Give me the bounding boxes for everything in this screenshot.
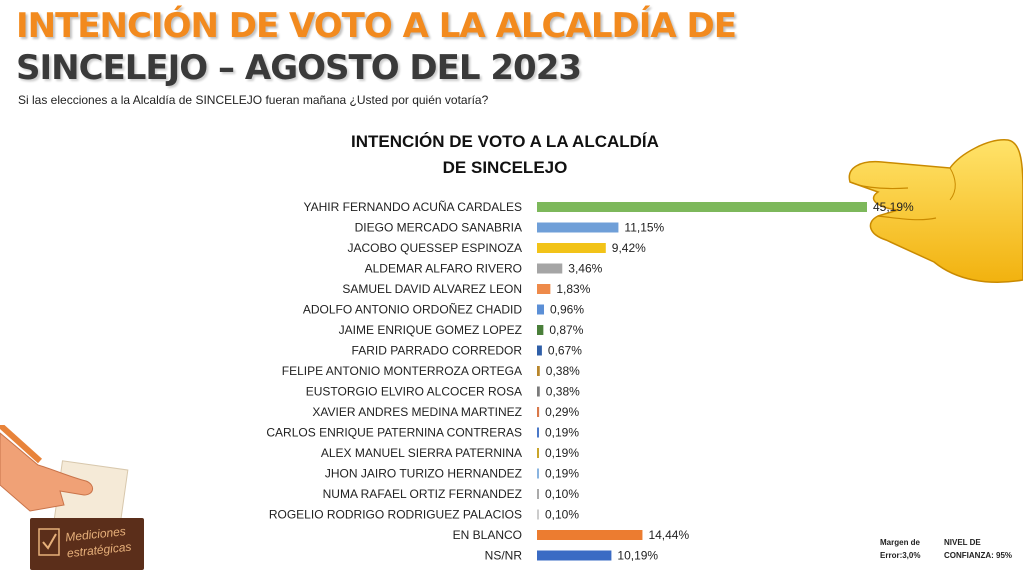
data-label: 9,42% bbox=[612, 241, 646, 255]
bar bbox=[537, 263, 563, 274]
page-title-line1: INTENCIÓN DE VOTO A LA ALCALDÍA DE bbox=[16, 6, 737, 46]
data-label: 0,10% bbox=[545, 508, 579, 522]
category-label: SAMUEL DAVID ALVAREZ LEON bbox=[342, 282, 522, 296]
bar bbox=[537, 509, 539, 520]
data-label: 0,38% bbox=[546, 364, 580, 378]
data-label: 0,19% bbox=[545, 467, 579, 481]
data-label: 14,44% bbox=[648, 528, 689, 542]
margin-line1: Margen de bbox=[880, 538, 921, 547]
category-label: ALEX MANUEL SIERRA PATERNINA bbox=[321, 446, 522, 460]
data-label: 0,87% bbox=[549, 323, 583, 337]
category-label: JHON JAIRO TURIZO HERNANDEZ bbox=[325, 467, 522, 481]
data-label: 45,19% bbox=[873, 200, 914, 214]
page-title-line2: SINCELEJO – AGOSTO DEL 2023 bbox=[16, 48, 582, 88]
confidence-level-note: NIVEL DE CONFIANZA: 95% bbox=[944, 536, 1012, 562]
bar bbox=[537, 468, 539, 479]
category-label: ROGELIO RODRIGO RODRIGUEZ PALACIOS bbox=[269, 508, 522, 522]
category-label: JACOBO QUESSEP ESPINOZA bbox=[348, 241, 523, 255]
bar bbox=[537, 202, 867, 212]
category-label: EUSTORGIO ELVIRO ALCOCER ROSA bbox=[306, 385, 522, 399]
data-label: 0,38% bbox=[546, 385, 580, 399]
data-label: 11,15% bbox=[624, 221, 664, 235]
bar bbox=[537, 325, 544, 335]
chart-title: INTENCIÓN DE VOTO A LA ALCALDÍA DE SINCE… bbox=[300, 129, 710, 181]
category-label: XAVIER ANDRES MEDINA MARTINEZ bbox=[312, 405, 522, 419]
check-icon bbox=[38, 528, 60, 556]
category-label: FELIPE ANTONIO MONTERROZA ORTEGA bbox=[282, 364, 522, 378]
bar bbox=[537, 222, 619, 233]
category-label: NS/NR bbox=[485, 549, 523, 563]
bar bbox=[537, 284, 551, 294]
voting-hand-icon bbox=[0, 425, 129, 525]
category-label: FARID PARRADO CORREDOR bbox=[352, 344, 523, 358]
mediciones-estrategicas-logo: Mediciones estratégicas bbox=[30, 518, 144, 570]
data-label: 0,19% bbox=[545, 446, 579, 460]
category-label: ADOLFO ANTONIO ORDOÑEZ CHADID bbox=[303, 303, 522, 317]
category-label: NUMA RAFAEL ORTIZ FERNANDEZ bbox=[323, 487, 522, 501]
data-label: 0,10% bbox=[545, 487, 579, 501]
bar bbox=[537, 345, 542, 356]
bar bbox=[537, 304, 545, 315]
category-label: DIEGO MERCADO SANABRIA bbox=[355, 221, 522, 235]
data-label: 0,96% bbox=[550, 303, 584, 317]
data-label: 1,83% bbox=[556, 282, 590, 296]
confidence-line1: NIVEL DE bbox=[944, 538, 981, 547]
data-label: 3,46% bbox=[568, 262, 602, 276]
bar bbox=[537, 489, 539, 499]
bar bbox=[537, 243, 606, 253]
bar bbox=[537, 448, 539, 458]
category-label: YAHIR FERNANDO ACUÑA CARDALES bbox=[304, 200, 523, 214]
category-label: EN BLANCO bbox=[453, 528, 522, 542]
bar bbox=[537, 407, 540, 417]
confidence-line2: CONFIANZA: 95% bbox=[944, 551, 1013, 560]
bar bbox=[537, 366, 540, 376]
data-label: 10,19% bbox=[617, 549, 658, 563]
category-label: JAIME ENRIQUE GOMEZ LOPEZ bbox=[339, 323, 522, 337]
data-label: 0,19% bbox=[545, 426, 579, 440]
chart-title-line1: INTENCIÓN DE VOTO A LA ALCALDÍA bbox=[351, 132, 659, 151]
bar bbox=[537, 386, 540, 397]
survey-question: Si las elecciones a la Alcaldía de SINCE… bbox=[18, 93, 489, 107]
bar bbox=[537, 550, 612, 561]
bar bbox=[537, 427, 539, 438]
bar bbox=[537, 530, 643, 540]
category-label: ALDEMAR ALFARO RIVERO bbox=[365, 262, 522, 276]
margin-of-error-note: Margen de Error:3,0% bbox=[880, 536, 920, 562]
chart-title-line2: DE SINCELEJO bbox=[442, 158, 568, 177]
category-label: CARLOS ENRIQUE PATERNINA CONTRERAS bbox=[266, 426, 522, 440]
margin-line2: Error:3,0% bbox=[880, 551, 921, 560]
data-label: 0,67% bbox=[548, 344, 582, 358]
data-label: 0,29% bbox=[545, 405, 579, 419]
